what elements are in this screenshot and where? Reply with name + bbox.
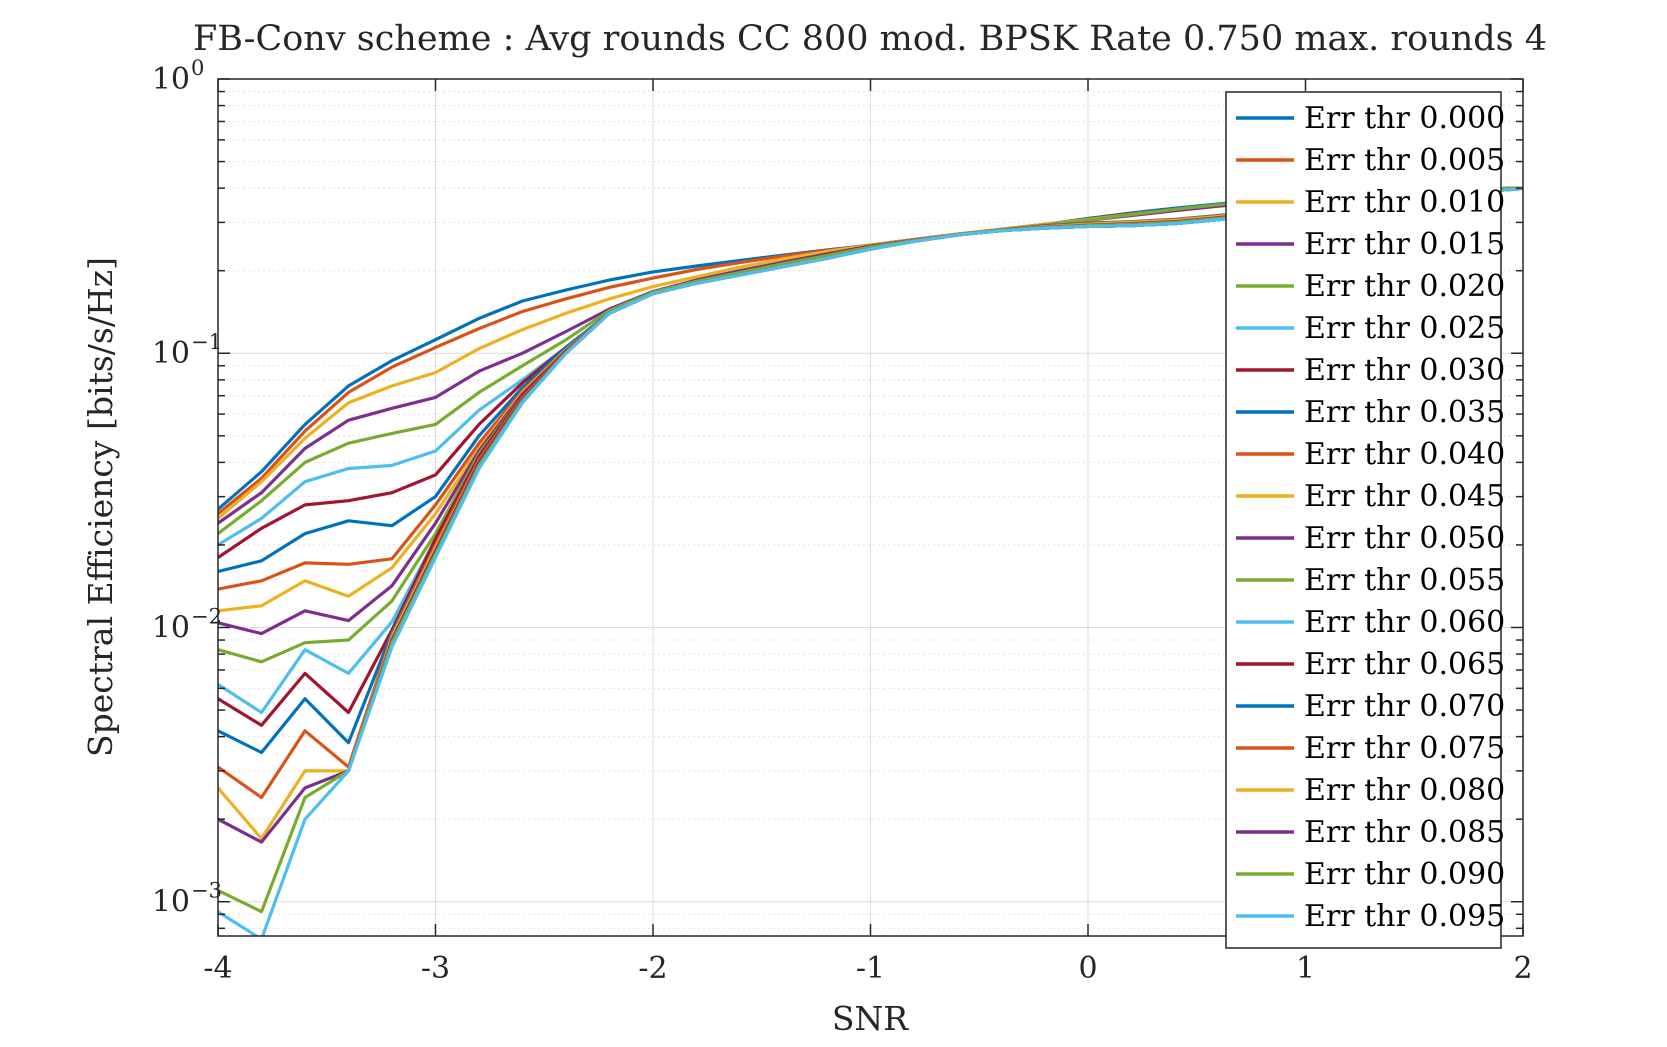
- y-tick-label-exponent: 0: [191, 56, 204, 80]
- x-axis-label: SNR: [832, 999, 909, 1038]
- chart-title: FB-Conv scheme : Avg rounds CC 800 mod. …: [193, 19, 1547, 59]
- y-tick-label: 10: [152, 610, 190, 645]
- y-tick-label-exponent: −2: [191, 604, 222, 628]
- x-tick-label: 2: [1513, 951, 1532, 986]
- legend-entry-label: Err thr 0.095: [1304, 899, 1505, 934]
- legend: Err thr 0.000 Err thr 0.005 Err thr 0.010 E…: [1225, 91, 1505, 949]
- legend-entry-label: Err thr 0.080: [1304, 773, 1505, 808]
- legend-entry-label: Err thr 0.060: [1304, 605, 1505, 640]
- x-tick-label: -4: [203, 951, 232, 986]
- legend-entry-label: Err thr 0.065: [1304, 647, 1505, 682]
- y-tick-label-exponent: −3: [191, 879, 222, 903]
- x-tick-label: -1: [856, 951, 885, 986]
- legend-box: [1225, 91, 1502, 949]
- y-tick-label: 10: [152, 336, 190, 371]
- y-axis-label: Spectral Efficiency [bits/s/Hz]: [81, 257, 120, 757]
- legend-entry-label: Err thr 0.015: [1304, 227, 1505, 262]
- y-tick-label: 10: [152, 885, 190, 920]
- legend-entry-label: Err thr 0.070: [1304, 689, 1505, 724]
- x-axis-ticks: -4 -3 -2 -1 0 1 2: [203, 79, 1533, 986]
- legend-entry-label: Err thr 0.010: [1304, 185, 1505, 220]
- legend-entry-label: Err thr 0.085: [1304, 815, 1505, 850]
- legend-entry-label: Err thr 0.000: [1304, 101, 1505, 136]
- legend-entry-label: Err thr 0.035: [1304, 395, 1505, 430]
- x-tick-label: 0: [1078, 951, 1097, 986]
- y-tick-label: 10: [152, 62, 190, 97]
- x-tick-label: 1: [1296, 951, 1315, 986]
- x-tick-label: -2: [638, 951, 667, 986]
- legend-entry-label: Err thr 0.075: [1304, 731, 1505, 766]
- legend-entry-label: Err thr 0.050: [1304, 521, 1505, 556]
- legend-entry-label: Err thr 0.020: [1304, 269, 1505, 304]
- legend-entry-label: Err thr 0.045: [1304, 479, 1505, 514]
- legend-entry-label: Err thr 0.055: [1304, 563, 1505, 598]
- legend-entry-label: Err thr 0.025: [1304, 311, 1505, 346]
- legend-entry-label: Err thr 0.030: [1304, 353, 1505, 388]
- y-tick-label-exponent: −1: [191, 330, 222, 354]
- legend-entry-label: Err thr 0.090: [1304, 857, 1505, 892]
- legend-entry-label: Err thr 0.040: [1304, 437, 1505, 472]
- x-tick-label: -3: [421, 951, 450, 986]
- legend-entry-label: Err thr 0.005: [1304, 143, 1505, 178]
